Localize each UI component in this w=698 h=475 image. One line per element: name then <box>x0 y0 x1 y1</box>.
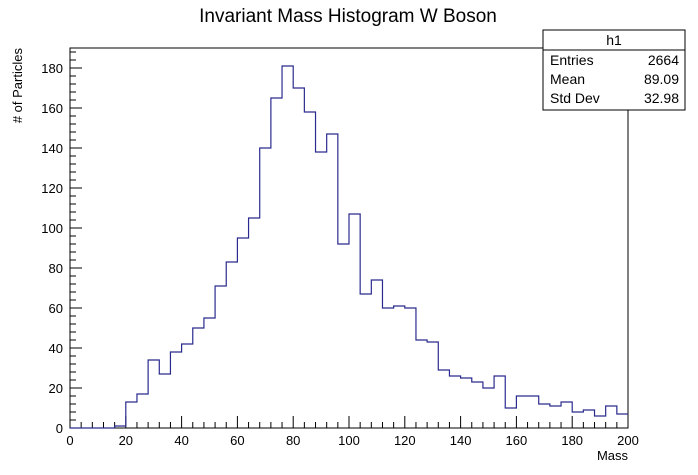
histogram-bin <box>338 244 349 428</box>
y-axis-label: # of Particles <box>10 48 25 124</box>
histogram-bin <box>126 402 137 428</box>
histogram-bin <box>204 318 215 428</box>
histogram-bin <box>405 308 416 428</box>
histogram-bin <box>360 294 371 428</box>
x-tick-label: 80 <box>286 433 300 448</box>
histogram-bin <box>193 328 204 428</box>
x-tick-label: 20 <box>119 433 133 448</box>
stats-title: h1 <box>606 32 622 48</box>
histogram-bin <box>427 342 438 428</box>
histogram-bin <box>550 406 561 428</box>
histogram-bin <box>282 66 293 428</box>
histogram-bin <box>271 98 282 428</box>
histogram-bin <box>159 374 170 428</box>
histogram-bin <box>249 218 260 428</box>
histogram-bin <box>438 370 449 428</box>
y-tick-label: 140 <box>41 141 63 156</box>
x-tick-label: 40 <box>174 433 188 448</box>
histogram-bin <box>237 238 248 428</box>
chart-title: Invariant Mass Histogram W Boson <box>199 6 497 27</box>
histogram-bin <box>606 406 617 428</box>
histogram-bin <box>215 286 226 428</box>
histogram-bin <box>528 396 539 428</box>
histogram-bin <box>561 402 572 428</box>
y-tick-label: 80 <box>49 261 63 276</box>
y-tick-label: 0 <box>56 421 63 436</box>
x-tick-label: 100 <box>338 433 360 448</box>
stats-mean-label: Mean <box>550 71 585 87</box>
histogram-bin <box>349 214 360 428</box>
histogram-bin <box>382 308 393 428</box>
x-tick-label: 140 <box>450 433 472 448</box>
histogram-bin <box>472 382 483 428</box>
histogram-bin <box>182 344 193 428</box>
histogram-bin <box>327 134 338 428</box>
y-tick-label: 180 <box>41 61 63 76</box>
x-tick-label: 160 <box>506 433 528 448</box>
histogram-bin <box>226 262 237 428</box>
histogram-bin <box>539 404 550 428</box>
y-tick-label: 60 <box>49 301 63 316</box>
stats-stddev-value: 32.98 <box>644 90 679 106</box>
x-axis: 0 20 40 60 80 100 120 140 160 180 200 <box>66 416 639 448</box>
histogram-bin <box>137 394 148 428</box>
x-tick-label: 120 <box>394 433 416 448</box>
histogram-bin <box>572 412 583 428</box>
histogram-bin <box>516 396 527 428</box>
y-tick-label: 40 <box>49 341 63 356</box>
x-tick-label: 180 <box>561 433 583 448</box>
stats-mean-value: 89.09 <box>644 71 679 87</box>
histogram-bin <box>505 408 516 428</box>
y-tick-label: 20 <box>49 381 63 396</box>
histogram-bin <box>449 376 460 428</box>
x-tick-label: 200 <box>617 433 639 448</box>
histogram-outline <box>70 65 628 429</box>
histogram-bin <box>148 360 159 428</box>
stats-stddev-label: Std Dev <box>550 90 600 106</box>
x-tick-label: 0 <box>66 433 73 448</box>
y-axis: 0 20 40 60 80 100 120 140 160 180 <box>41 51 82 436</box>
y-tick-label: 160 <box>41 101 63 116</box>
histogram-bin <box>170 352 181 428</box>
x-axis-label: Mass <box>597 448 629 463</box>
histogram-bin <box>416 340 427 428</box>
histogram-bin <box>583 410 594 428</box>
histogram-bin <box>260 148 271 428</box>
histogram-bin <box>293 88 304 428</box>
histogram-bin <box>316 152 327 428</box>
y-tick-label: 120 <box>41 181 63 196</box>
histogram-bin <box>371 280 382 428</box>
histogram-bin <box>494 376 505 428</box>
histogram-bin <box>461 378 472 428</box>
histogram-bin <box>595 416 606 428</box>
histogram-bin <box>483 388 494 428</box>
histogram-bin <box>394 306 405 428</box>
histogram-bin <box>617 414 628 428</box>
stats-entries-value: 2664 <box>648 52 679 68</box>
stats-entries-label: Entries <box>550 52 594 68</box>
histogram-bin <box>304 112 315 428</box>
histogram-bars <box>115 66 628 428</box>
y-tick-label: 100 <box>41 221 63 236</box>
stats-box: h1 Entries 2664 Mean 89.09 Std Dev 32.98 <box>542 29 686 111</box>
x-tick-label: 60 <box>230 433 244 448</box>
